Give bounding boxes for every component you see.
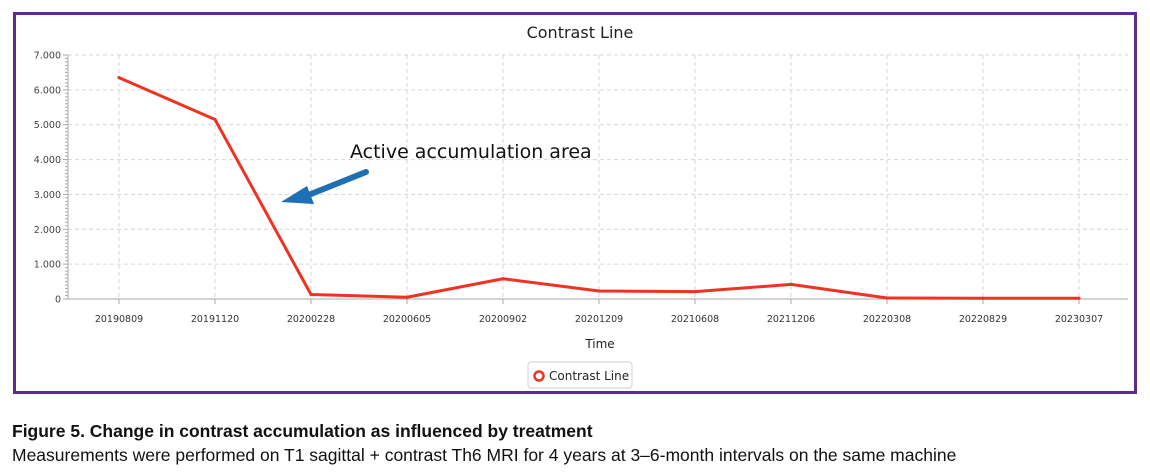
data-point [981,296,985,300]
data-point [405,295,409,299]
x-tick-label: 20191120 [191,314,239,325]
y-tick-label: 5.000 [34,120,61,131]
data-point [309,292,313,297]
x-tick-label: 20220829 [959,314,1007,325]
x-axis-label: Time [584,337,614,351]
x-tick-label: 20211206 [767,314,815,325]
x-tick-label: 20200228 [287,314,335,325]
data-point [213,117,217,122]
arrowhead-icon [281,186,314,204]
data-point [885,296,889,300]
legend-marker-icon [533,370,545,382]
data-point [117,76,121,80]
series-lines [117,76,1081,300]
chart-legend: Contrast Line [527,361,633,389]
grid-lines [68,54,1128,299]
data-point [693,290,697,294]
y-tick-label: 3.000 [34,190,61,201]
x-tick-label: 20230307 [1055,314,1103,325]
data-point [789,282,793,286]
y-tick-label: 4.000 [34,155,61,166]
annotation: Active accumulation area [281,141,592,204]
figure-caption-text: Measurements were performed on T1 sagitt… [12,445,957,465]
line-chart: Contrast Line 0 1.000 2.000 3.000 4.000 5.000… [34,23,1128,389]
x-tick-label: 20200605 [383,314,431,325]
x-tick-label: 20220308 [863,314,911,325]
legend-box [527,361,633,389]
axes [63,54,1128,304]
x-tick-label: 20201209 [575,314,623,325]
y-tick-label: 7.000 [34,51,61,62]
chart-title: Contrast Line [527,23,634,42]
figure-frame: Contrast Line 0 1.000 2.000 3.000 4.000 5.000… [13,12,1137,394]
x-tick-label: 20190809 [95,314,143,325]
x-tick-label: 20210608 [671,314,719,325]
y-tick-label: 6.000 [34,85,61,96]
legend-label: Contrast Line [549,369,629,383]
annotation-text: Active accumulation area [350,141,592,163]
y-tick-label: 0 [55,295,61,306]
annotation-arrow-icon [303,169,369,199]
x-tick-label: 20200902 [479,314,527,325]
y-tick-label: 1.000 [34,260,61,271]
y-tick-label: 2.000 [34,225,61,236]
data-point [597,289,601,293]
data-point [501,277,505,281]
data-point [1077,296,1081,300]
figure-caption-title: Figure 5. Change in contrast accumulatio… [12,421,593,441]
y-tick-labels: 0 1.000 2.000 3.000 4.000 5.000 6.000 7.000 [34,51,61,306]
x-tick-labels: 20190809 20191120 20200228 20200605 20200902… [95,314,1103,325]
